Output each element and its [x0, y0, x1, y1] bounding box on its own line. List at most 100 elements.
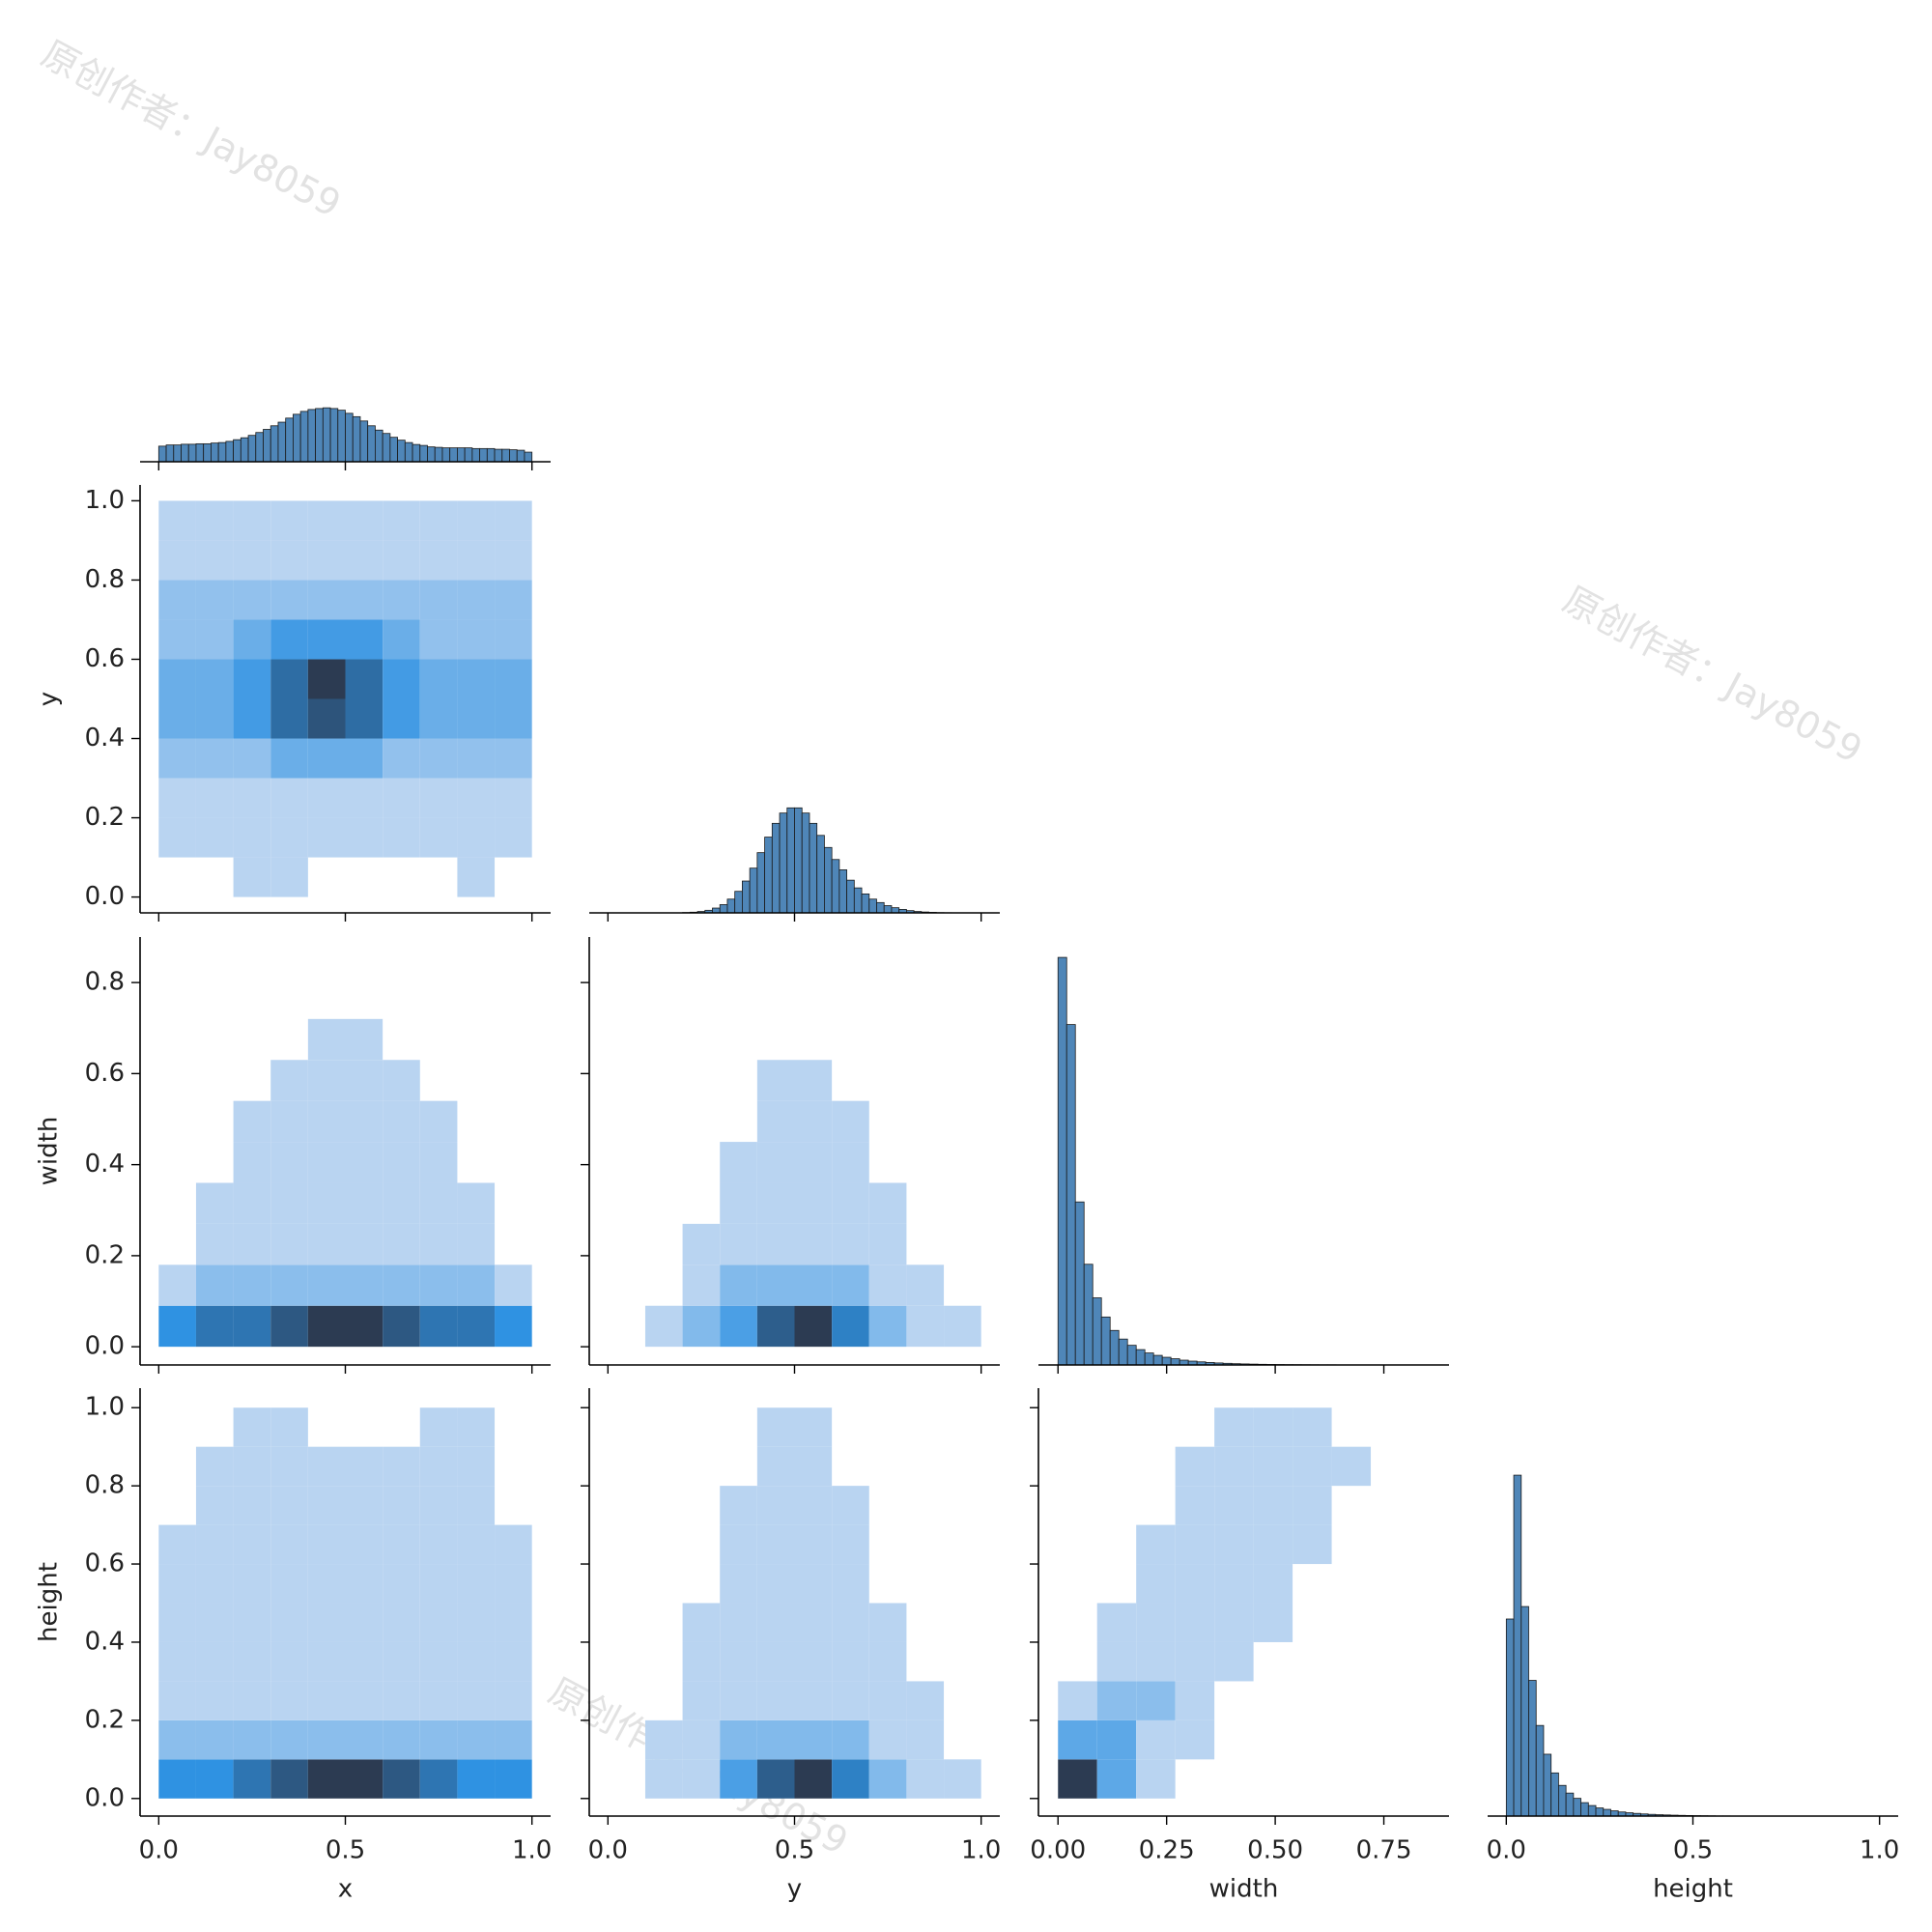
density-cell — [1371, 1486, 1409, 1524]
density-cell — [1253, 1524, 1293, 1565]
density-cell — [720, 1681, 757, 1720]
x-tick-label: 0.5 — [775, 1836, 814, 1865]
density-cell — [233, 817, 271, 858]
density-cell — [195, 1759, 234, 1799]
density-cell — [756, 1719, 795, 1760]
bar — [382, 433, 391, 463]
density-cell — [1293, 1486, 1332, 1525]
density-cell — [495, 1305, 532, 1348]
density-cell — [644, 1305, 683, 1348]
bar — [434, 446, 443, 463]
density-cell — [457, 698, 496, 739]
density-cell — [1410, 1486, 1449, 1524]
density-cell — [383, 1019, 420, 1060]
density-cell — [756, 1564, 795, 1604]
y-axis-label: width — [35, 1117, 64, 1186]
density-cell — [1214, 1486, 1254, 1525]
density-cell — [1136, 1681, 1176, 1720]
density-cell — [1136, 1447, 1175, 1486]
density-cell — [419, 540, 458, 581]
density-cell — [1136, 1486, 1175, 1524]
density-cell — [495, 1101, 532, 1142]
density-cell — [196, 1101, 234, 1142]
density-cell — [832, 937, 869, 978]
density-cell — [644, 1759, 683, 1799]
density-cell — [457, 1446, 496, 1487]
density-cell — [906, 1604, 944, 1642]
density-cell — [307, 1223, 346, 1265]
density-cell — [832, 1142, 869, 1183]
density-cell — [1214, 1681, 1253, 1719]
bar — [397, 440, 406, 463]
density-cell — [195, 1603, 234, 1642]
density-cell — [1253, 1603, 1293, 1642]
density-cell — [195, 1719, 234, 1760]
density-cell — [682, 1641, 721, 1682]
density-cell — [383, 1100, 420, 1143]
density-cell — [270, 857, 308, 897]
density-cell — [906, 1759, 945, 1799]
density-cell — [906, 1486, 944, 1524]
density-cell — [794, 1305, 833, 1348]
density-cell — [868, 1603, 907, 1642]
density-cell — [1058, 1604, 1096, 1642]
density-cell — [420, 978, 458, 1018]
density-cell — [195, 1524, 234, 1565]
density-cell — [457, 1681, 496, 1720]
density-cell — [832, 1759, 869, 1799]
density-cell — [608, 1142, 645, 1182]
density-cell — [233, 1446, 271, 1487]
density-cell — [868, 1264, 907, 1306]
density-cell — [307, 1446, 346, 1487]
bar — [876, 901, 885, 914]
density-cell — [383, 540, 420, 581]
density-cell — [195, 817, 234, 858]
y-tick-label: 0.4 — [85, 1627, 125, 1656]
density-cell — [1410, 1407, 1449, 1446]
density-cell — [419, 738, 458, 779]
density-cell — [307, 1060, 346, 1101]
density-cell — [158, 1447, 196, 1486]
density-cell — [645, 1681, 683, 1719]
density-cell — [645, 1642, 683, 1681]
density-cell — [158, 540, 196, 581]
density-cell — [832, 1305, 869, 1348]
density-cell — [495, 1641, 532, 1682]
density-cell — [794, 1524, 833, 1565]
density-cell — [683, 1447, 721, 1486]
density-cell — [756, 1142, 795, 1183]
bar — [501, 448, 510, 463]
density-cell — [383, 659, 420, 699]
density-cell — [869, 1142, 907, 1182]
density-cell — [195, 1182, 234, 1224]
x-axis-label: y — [787, 1875, 802, 1904]
bar — [375, 429, 384, 463]
y-axis-label: y — [35, 692, 64, 706]
density-cell — [233, 619, 271, 660]
density-cell — [1254, 1642, 1293, 1681]
density-cell — [419, 698, 458, 739]
density-cell — [906, 978, 944, 1018]
density-cell — [345, 500, 384, 541]
density-cell — [608, 1060, 645, 1100]
x-tick-label: 0.75 — [1356, 1836, 1412, 1865]
bar — [441, 447, 451, 463]
density-cell — [832, 1100, 869, 1143]
density-cell — [307, 1681, 346, 1720]
density-cell — [196, 937, 234, 978]
density-cell — [944, 1525, 981, 1564]
bar — [1610, 1810, 1619, 1817]
density-cell — [195, 778, 234, 818]
density-cell — [233, 500, 271, 541]
density-cell — [420, 1019, 458, 1060]
density-cell — [270, 738, 308, 779]
density-cell — [906, 1719, 945, 1760]
density-cell — [234, 1019, 271, 1060]
bar — [195, 442, 205, 463]
density-cell — [608, 1407, 645, 1446]
density-cell — [419, 1564, 458, 1604]
density-cell — [683, 1060, 721, 1100]
y-tick-label: 0.6 — [85, 1549, 125, 1578]
bar — [801, 812, 810, 914]
bar — [524, 451, 533, 463]
